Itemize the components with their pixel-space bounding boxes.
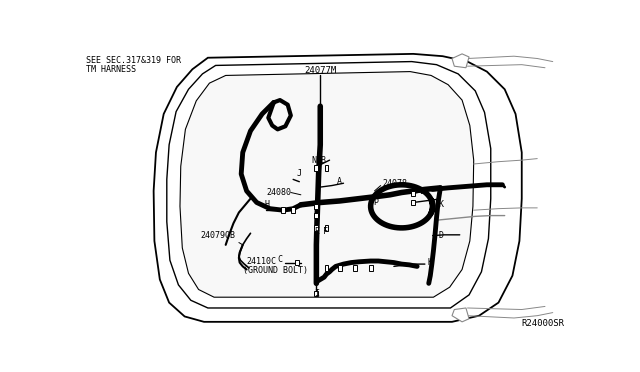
- Polygon shape: [452, 54, 469, 68]
- Bar: [314, 165, 318, 170]
- Text: K: K: [438, 200, 443, 209]
- Text: P: P: [373, 198, 378, 207]
- Polygon shape: [154, 54, 522, 322]
- Bar: [324, 225, 328, 231]
- Polygon shape: [180, 71, 474, 297]
- Text: 24077M: 24077M: [304, 65, 337, 74]
- Text: 24110C: 24110C: [246, 257, 276, 266]
- Bar: [314, 291, 318, 296]
- Bar: [353, 265, 357, 271]
- Text: J: J: [297, 170, 302, 179]
- Text: A: A: [337, 177, 342, 186]
- Bar: [412, 190, 415, 196]
- Text: L: L: [419, 187, 424, 196]
- Polygon shape: [452, 308, 469, 322]
- Text: SEE SEC.317&319 FOR: SEE SEC.317&319 FOR: [86, 55, 181, 64]
- Text: I: I: [314, 289, 319, 298]
- Text: (GROUND BOLT): (GROUND BOLT): [243, 266, 308, 275]
- Text: F: F: [323, 227, 328, 236]
- Bar: [281, 208, 285, 213]
- Polygon shape: [167, 62, 491, 308]
- Bar: [314, 203, 318, 209]
- Bar: [369, 265, 372, 271]
- Bar: [291, 208, 295, 213]
- Bar: [314, 213, 318, 218]
- Text: H: H: [264, 200, 269, 209]
- Text: TM HARNESS: TM HARNESS: [86, 65, 136, 74]
- Text: 24079QB: 24079QB: [200, 231, 235, 240]
- Text: C: C: [278, 255, 283, 264]
- Text: B: B: [320, 156, 325, 166]
- Text: R24000SR: R24000SR: [522, 319, 564, 328]
- Text: K: K: [428, 258, 432, 267]
- Bar: [314, 225, 318, 231]
- Bar: [338, 265, 342, 271]
- Bar: [324, 265, 328, 271]
- Text: 24078: 24078: [382, 179, 407, 188]
- Bar: [324, 165, 328, 170]
- Bar: [295, 260, 299, 265]
- Bar: [412, 200, 415, 205]
- Text: N: N: [311, 156, 316, 166]
- Text: E: E: [314, 227, 319, 236]
- Text: D: D: [438, 231, 443, 240]
- Text: 24080: 24080: [266, 188, 291, 197]
